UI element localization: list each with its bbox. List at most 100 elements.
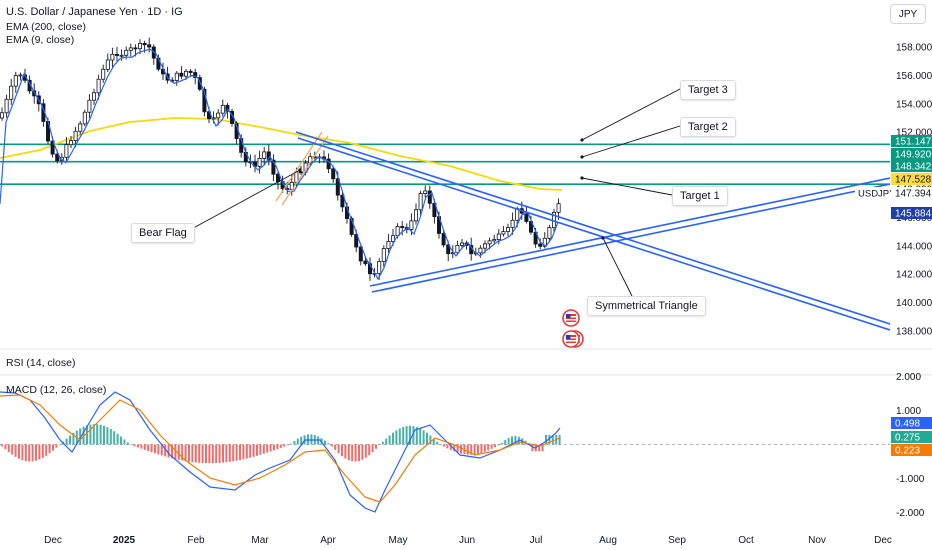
macd-hist-bar xyxy=(181,444,184,461)
macd-hist-bar xyxy=(164,444,167,457)
macd-hist-bar xyxy=(106,427,109,445)
macd-hist-bar xyxy=(72,432,75,445)
macd-hist-bar xyxy=(368,444,371,456)
macd-hist-bar xyxy=(293,441,296,445)
macd-hist-bar xyxy=(205,444,207,464)
candle-body xyxy=(96,78,101,94)
price-axis-badge xyxy=(855,187,891,199)
currency-button[interactable]: JPY xyxy=(890,4,926,24)
macd-tick-label: 1.000 xyxy=(896,406,921,417)
macd-hist-bar xyxy=(109,429,112,445)
macd-hist-bar xyxy=(147,444,150,452)
candle-body xyxy=(133,47,138,50)
time-axis-label: Aug xyxy=(599,535,617,546)
macd-hist-bar xyxy=(477,444,479,454)
us-event-icon xyxy=(562,330,580,348)
us-event-icon xyxy=(562,309,580,327)
price-axis-badge xyxy=(891,160,932,172)
macd-hist-bar xyxy=(351,444,354,462)
macd-hist-bar xyxy=(300,436,303,445)
candle-body xyxy=(459,242,464,246)
macd-hist-bar xyxy=(494,444,496,448)
macd-hist-bar xyxy=(419,428,422,445)
macd-hist-bar xyxy=(538,444,541,452)
macd-hist-bar xyxy=(466,444,469,455)
price-axis-text: 149.920 xyxy=(895,150,932,161)
candle-body xyxy=(413,209,418,222)
candle-body xyxy=(478,247,483,254)
macd-hist-bar xyxy=(409,425,411,445)
candle-body xyxy=(9,85,14,100)
macd-hist-bar xyxy=(456,444,459,453)
macd-hist-bar xyxy=(116,433,119,445)
macd-hist-bar xyxy=(45,444,48,456)
macd-hist-bar xyxy=(55,444,58,448)
macd-hist-bar xyxy=(392,432,394,445)
macd-hist-bar xyxy=(412,426,415,445)
macd-hist-bar xyxy=(514,436,517,445)
macd-hist-bar xyxy=(470,444,473,455)
price-tick-label: 158.000 xyxy=(896,43,932,54)
target1-label[interactable]: Target 1 xyxy=(672,186,728,206)
target2-connector xyxy=(581,125,681,158)
macd-hist-bar xyxy=(188,444,190,462)
candle-body xyxy=(105,59,110,70)
bear-flag-label[interactable]: Bear Flag xyxy=(131,223,195,243)
macd-hist-bar xyxy=(154,444,156,454)
macd-hist-bar xyxy=(273,444,275,451)
macd-hist-bar xyxy=(398,428,401,445)
target2-label[interactable]: Target 2 xyxy=(680,117,736,137)
macd-hist-bar xyxy=(371,444,374,453)
us-flag-canton xyxy=(566,335,571,339)
price-tick-label: 142.000 xyxy=(896,270,932,281)
macd-hist-bar xyxy=(483,444,486,452)
candle-body xyxy=(395,226,400,237)
macd-hist-bar xyxy=(259,444,262,455)
macd-hist-bar xyxy=(443,444,445,447)
time-axis-label: 2025 xyxy=(113,535,136,546)
candle-body xyxy=(13,75,18,87)
macd-hist-bar xyxy=(334,444,337,450)
macd-hist-bar xyxy=(290,443,292,445)
macd-hist-bar xyxy=(103,425,105,445)
candle-body xyxy=(441,233,446,246)
macd-hist-bar xyxy=(52,444,54,451)
macd-hist-bar xyxy=(18,444,20,459)
macd-hist-bar xyxy=(14,444,17,457)
macd-hist-bar xyxy=(211,444,214,464)
macd-hist-bar xyxy=(296,438,299,445)
time-axis-label: Jul xyxy=(530,535,543,546)
candle-body xyxy=(386,241,391,249)
macd-hist-bar xyxy=(439,444,442,446)
candle-body xyxy=(487,240,492,245)
triangle-label[interactable]: Symmetrical Triangle xyxy=(587,296,706,316)
macd-hist-bar xyxy=(69,435,71,445)
macd-hist-bar xyxy=(429,435,432,445)
macd-hist-bar xyxy=(198,444,201,463)
target3-connector xyxy=(581,88,681,141)
us-flag-stripe xyxy=(566,337,576,339)
target3-label[interactable]: Target 3 xyxy=(680,80,736,100)
candles-group xyxy=(0,37,561,281)
chart-title: U.S. Dollar / Japanese Yen · 1D · IG xyxy=(6,6,183,18)
macd-hist-bar xyxy=(347,444,350,461)
candle-body xyxy=(358,246,363,262)
ema200-line xyxy=(0,117,563,191)
time-axis-label: Nov xyxy=(808,535,826,546)
candle-body xyxy=(409,220,414,230)
macd-hist-bar xyxy=(92,424,95,445)
candle-body xyxy=(542,237,547,247)
macd-hist-bar xyxy=(500,442,503,445)
macd-hist-bar xyxy=(252,444,255,457)
candle-body xyxy=(335,178,340,196)
ema9-line xyxy=(0,48,559,281)
macd-axis-badge xyxy=(891,431,932,443)
macd-hist-bar xyxy=(239,444,241,461)
bear-flag-connector-dot xyxy=(298,168,302,172)
macd-hist-bar xyxy=(402,426,405,445)
candle-body xyxy=(220,104,225,114)
macd-tick-label: -1.000 xyxy=(896,474,925,485)
macd-hist-bar xyxy=(113,431,116,445)
